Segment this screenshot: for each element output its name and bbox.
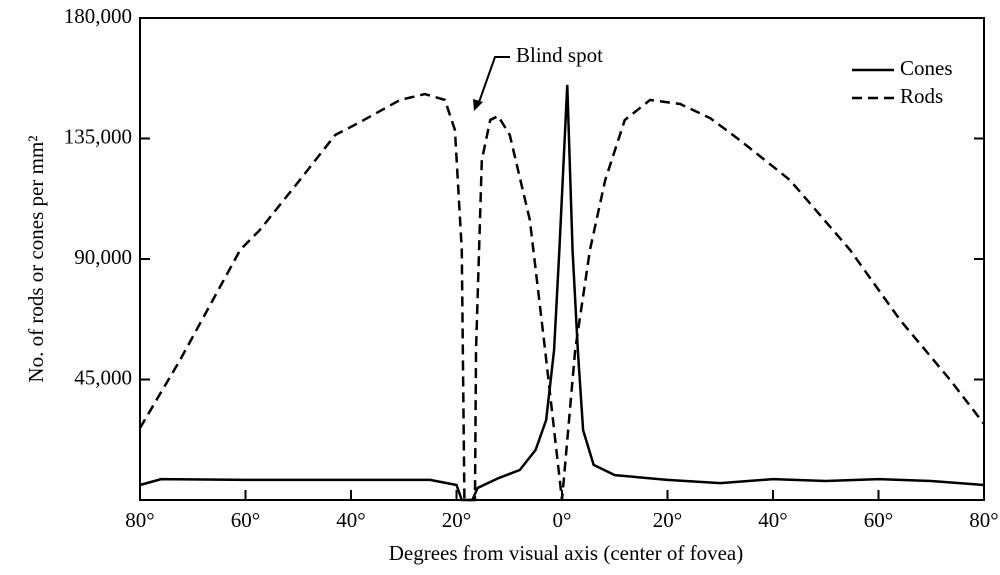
x-tick-label: 40° — [758, 508, 787, 532]
x-axis-label: Degrees from visual axis (center of fove… — [389, 541, 744, 565]
annotation-arrow — [477, 56, 510, 106]
y-tick-label: 180,000 — [64, 4, 132, 28]
x-tick-label: 60° — [231, 508, 260, 532]
x-tick-label: 80° — [125, 508, 154, 532]
x-tick-label: 0° — [553, 508, 572, 532]
y-tick-label: 135,000 — [64, 124, 132, 148]
y-tick-label: 90,000 — [74, 245, 132, 269]
series-line — [138, 92, 985, 502]
series-line — [139, 84, 985, 502]
y-tick-label: 45,000 — [74, 365, 132, 389]
x-tick-label: 40° — [336, 508, 365, 532]
annotation-arrowhead — [473, 99, 483, 111]
x-tick-label: 20° — [442, 508, 471, 532]
legend-label: Rods — [900, 84, 943, 108]
x-tick-label: 80° — [969, 508, 998, 532]
y-axis-label: No. of rods or cones per mm² — [24, 135, 48, 382]
annotation: Blind spot — [516, 43, 603, 67]
legend-label: Cones — [900, 56, 953, 80]
x-tick-label: 20° — [653, 508, 682, 532]
x-tick-label: 60° — [864, 508, 893, 532]
